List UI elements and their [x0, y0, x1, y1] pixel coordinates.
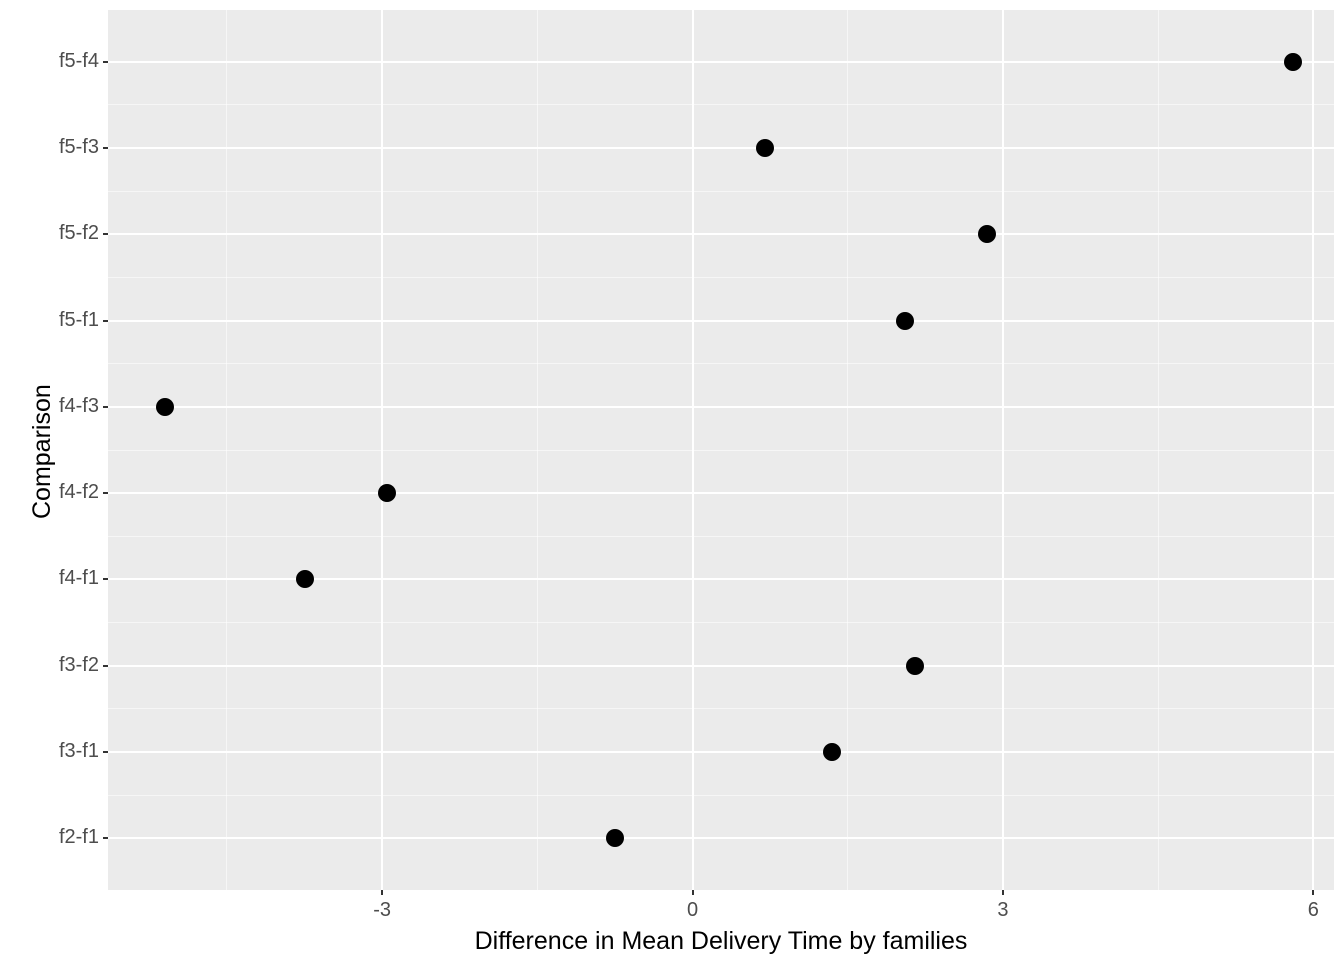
y-tick-label: f5-f4 [59, 50, 99, 73]
gridline-y-minor [108, 363, 1334, 364]
y-axis-title: Comparison [28, 384, 57, 519]
gridline-y-minor [108, 795, 1334, 796]
plot-area [108, 10, 1334, 890]
gridline-y-minor [108, 536, 1334, 537]
data-point [896, 312, 914, 330]
data-point [378, 484, 396, 502]
y-tick-label: f4-f2 [59, 481, 99, 504]
x-tick-mark [692, 890, 694, 895]
gridline-y-minor [108, 708, 1334, 709]
data-point [823, 743, 841, 761]
x-tick-label: 0 [687, 899, 698, 922]
gridline-y-minor [108, 622, 1334, 623]
data-point [906, 657, 924, 675]
y-tick-mark [103, 233, 108, 235]
gridline-y-minor [108, 277, 1334, 278]
chart-container: f2-f1 f3-f1 f3-f2 f4-f1 f4-f2 f4-f3 f5-f1 f5-f2… [0, 0, 1344, 960]
data-point [756, 139, 774, 157]
gridline-y-major [108, 320, 1334, 322]
y-tick-label: f5-f3 [59, 136, 99, 159]
x-tick-mark [1002, 890, 1004, 895]
y-tick-label: f5-f2 [59, 222, 99, 245]
x-tick-mark [1312, 890, 1314, 895]
gridline-y-major [108, 837, 1334, 839]
x-tick-label: 6 [1308, 899, 1319, 922]
gridline-y-major [108, 665, 1334, 667]
y-tick-mark [103, 837, 108, 839]
data-point [1284, 53, 1302, 71]
y-tick-mark [103, 147, 108, 149]
gridline-y-major [108, 61, 1334, 63]
gridline-y-major [108, 492, 1334, 494]
gridline-y-major [108, 751, 1334, 753]
y-tick-label: f5-f1 [59, 309, 99, 332]
gridline-y-minor [108, 191, 1334, 192]
y-tick-mark [103, 665, 108, 667]
y-tick-mark [103, 751, 108, 753]
gridline-y-major [108, 578, 1334, 580]
y-tick-label: f3-f1 [59, 740, 99, 763]
data-point [606, 829, 624, 847]
gridline-y-major [108, 147, 1334, 149]
data-point [296, 570, 314, 588]
y-tick-mark [103, 406, 108, 408]
x-tick-label: 3 [997, 899, 1008, 922]
y-tick-label: f4-f1 [59, 567, 99, 590]
x-axis-title: Difference in Mean Delivery Time by fami… [475, 927, 968, 956]
y-tick-mark [103, 61, 108, 63]
y-tick-mark [103, 578, 108, 580]
data-point [978, 225, 996, 243]
y-tick-label: f2-f1 [59, 826, 99, 849]
y-tick-mark [103, 320, 108, 322]
data-point [156, 398, 174, 416]
x-tick-label: -3 [373, 899, 391, 922]
gridline-y-minor [108, 450, 1334, 451]
y-tick-label: f3-f2 [59, 654, 99, 677]
y-tick-label: f4-f3 [59, 395, 99, 418]
y-tick-mark [103, 492, 108, 494]
x-tick-mark [381, 890, 383, 895]
gridline-y-major [108, 406, 1334, 408]
gridline-y-major [108, 233, 1334, 235]
gridline-y-minor [108, 104, 1334, 105]
